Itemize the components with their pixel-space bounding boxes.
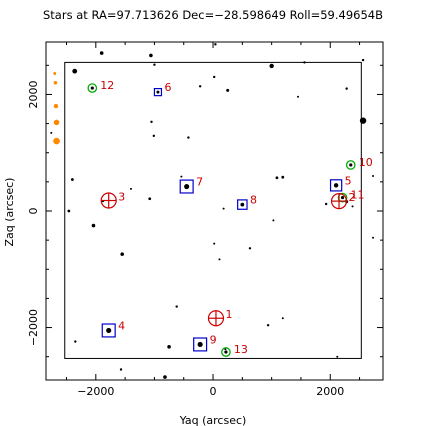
field-star bbox=[180, 175, 183, 178]
bright-star bbox=[53, 80, 58, 85]
x-tick-label: 0 bbox=[210, 385, 217, 398]
field-star bbox=[152, 134, 156, 138]
acq-star-label: 13 bbox=[234, 343, 248, 356]
field-star bbox=[372, 236, 375, 239]
acq-star-circle bbox=[221, 347, 231, 357]
acq-star-label: 10 bbox=[359, 156, 373, 169]
guide-star-box bbox=[179, 179, 194, 194]
ccd-boundary bbox=[64, 61, 362, 359]
field-star bbox=[336, 355, 339, 358]
field-star bbox=[70, 178, 74, 181]
bright-star bbox=[53, 103, 59, 109]
field-star bbox=[214, 43, 217, 46]
bright-star bbox=[53, 71, 57, 75]
field-star bbox=[297, 95, 300, 98]
field-star bbox=[224, 348, 227, 351]
field-star bbox=[213, 75, 216, 79]
guide-star bbox=[156, 90, 160, 94]
field-star bbox=[272, 219, 275, 222]
field-star bbox=[99, 51, 104, 55]
guide-star-label: 4 bbox=[118, 319, 125, 332]
field-star bbox=[187, 136, 190, 139]
chart-title: Stars at RA=97.713626 Dec=−28.598649 Rol… bbox=[43, 8, 383, 22]
guide-star-box bbox=[153, 88, 163, 97]
guide-star bbox=[333, 183, 339, 188]
acq-star-label: 12 bbox=[100, 79, 114, 92]
guide-star-box bbox=[193, 337, 208, 352]
acq-star-circle bbox=[345, 160, 356, 170]
field-star bbox=[248, 247, 252, 250]
bright-star bbox=[53, 137, 60, 145]
guide-star-box bbox=[101, 323, 116, 338]
field-star bbox=[153, 63, 156, 66]
guide-star-label: 6 bbox=[164, 81, 171, 94]
y-tick-label: −2000 bbox=[27, 309, 40, 346]
acq-star bbox=[90, 86, 94, 90]
acq-star bbox=[224, 350, 228, 354]
axes: −2000 0 2000 −2000 0 2000 bbox=[27, 41, 384, 398]
guide-star-label: 7 bbox=[196, 176, 203, 189]
field-star bbox=[281, 317, 284, 320]
field-star bbox=[218, 258, 221, 261]
fid-light-label: 3 bbox=[118, 191, 125, 204]
field-star bbox=[222, 207, 225, 210]
field-star bbox=[275, 176, 279, 180]
acq-star bbox=[340, 195, 345, 200]
field-star bbox=[149, 53, 153, 58]
field-star bbox=[150, 120, 153, 124]
guide-star-box bbox=[329, 179, 343, 192]
field-star bbox=[91, 223, 96, 228]
field-star bbox=[303, 61, 306, 64]
guide-star-label: 9 bbox=[210, 333, 217, 346]
field-star bbox=[361, 58, 365, 62]
field-star bbox=[269, 63, 274, 69]
field-star bbox=[345, 87, 348, 90]
guide-star-label: 8 bbox=[250, 194, 257, 207]
field-star bbox=[120, 252, 124, 256]
x-tick-label: 2000 bbox=[316, 385, 344, 398]
y-tick-label: 2000 bbox=[27, 80, 40, 108]
field-star bbox=[175, 305, 178, 308]
bright-star bbox=[53, 119, 60, 126]
field-star bbox=[167, 344, 171, 349]
field-star bbox=[67, 209, 71, 213]
field-star bbox=[163, 375, 167, 379]
field-star bbox=[72, 68, 78, 74]
field-star bbox=[119, 368, 123, 371]
guide-star-box bbox=[237, 199, 248, 210]
field-star bbox=[74, 340, 77, 343]
field-star bbox=[148, 197, 152, 201]
acq-star-circle bbox=[87, 83, 98, 93]
field-star bbox=[213, 242, 216, 245]
field-star bbox=[129, 187, 132, 190]
field-star bbox=[359, 117, 367, 124]
y-tick-label: 0 bbox=[27, 208, 40, 215]
field-star bbox=[198, 85, 202, 88]
acq-star-label: 11 bbox=[351, 189, 365, 202]
field-star bbox=[372, 175, 375, 178]
acq-star-circle bbox=[337, 192, 348, 203]
field-star bbox=[324, 202, 328, 206]
field-star bbox=[226, 88, 230, 92]
acq-star bbox=[349, 163, 353, 167]
guide-star bbox=[106, 327, 112, 334]
x-axis-label: Yaq (arcsec) bbox=[179, 414, 247, 426]
guide-star-label: 5 bbox=[345, 174, 352, 187]
field-star bbox=[50, 131, 53, 134]
fid-light-label: 1 bbox=[225, 308, 232, 321]
y-axis-label: Zaq (arcsec) bbox=[3, 178, 16, 247]
field-star bbox=[351, 205, 354, 208]
x-tick-label: −2000 bbox=[77, 385, 114, 398]
field-star bbox=[281, 175, 285, 179]
field-star bbox=[266, 324, 270, 327]
plot-frame bbox=[45, 41, 384, 381]
guide-star bbox=[184, 183, 190, 190]
guide-star bbox=[240, 202, 245, 207]
fid-light-label: 2 bbox=[349, 191, 356, 204]
guide-star bbox=[197, 341, 203, 348]
